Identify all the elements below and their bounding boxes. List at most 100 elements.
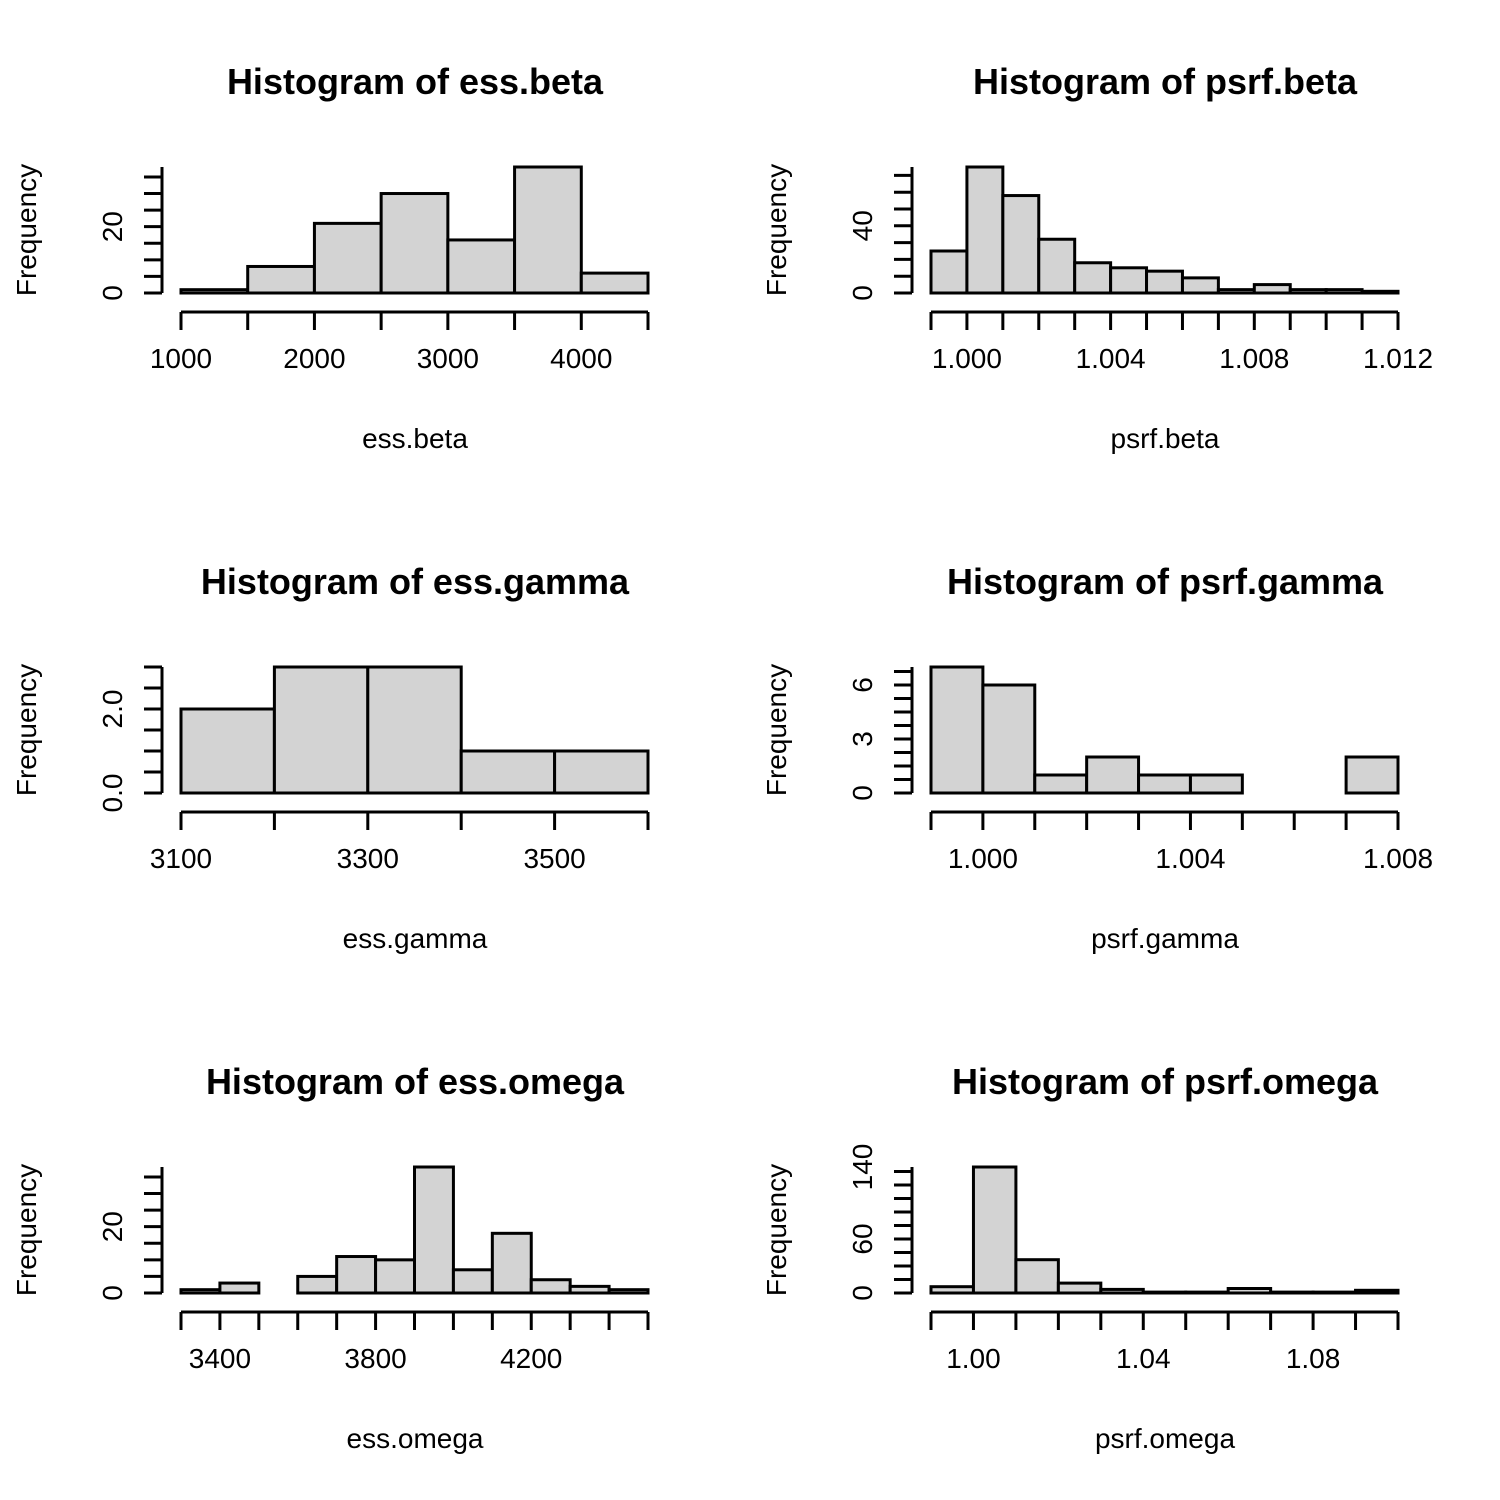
- y-tick-label: 0: [97, 1285, 128, 1301]
- histogram-bar: [1269, 1290, 1315, 1295]
- y-tick-label: 60: [847, 1223, 878, 1254]
- y-tick-label: 0: [847, 785, 878, 801]
- x-tick-label: 2000: [283, 343, 345, 374]
- histogram-bar: [568, 1284, 611, 1295]
- histogram-bar: [366, 665, 463, 795]
- histogram-panel-4: Histogram of psrf.gamma 1.000 1.004 1.008 0 3…: [761, 561, 1433, 954]
- histogram-bar: [971, 1165, 1018, 1295]
- x-axis: 3400 3800 4200: [179, 1310, 650, 1374]
- histogram-bar: [296, 1274, 339, 1295]
- histogram-bar: [1056, 1281, 1103, 1295]
- y-tick-label: 40: [847, 210, 878, 241]
- histogram-bar: [1311, 1290, 1358, 1295]
- histogram-bar: [1073, 261, 1113, 295]
- x-tick-label: 3100: [150, 843, 212, 874]
- y-axis-label: Frequency: [11, 664, 42, 796]
- histogram-bar: [459, 749, 557, 795]
- histogram-bar: [246, 264, 316, 295]
- y-axis: 0 40: [847, 167, 914, 301]
- y-tick-label: 20: [97, 211, 128, 242]
- x-axis: 1000 2000 3000 4000: [150, 310, 650, 374]
- y-tick-label: 140: [847, 1144, 878, 1191]
- y-tick-label: 6: [847, 677, 878, 693]
- y-tick-label: 0: [847, 285, 878, 301]
- histogram-bar: [451, 1268, 494, 1295]
- y-tick-label: 0.0: [97, 774, 128, 813]
- x-tick-label: 3400: [189, 1343, 251, 1374]
- y-axis-label: Frequency: [761, 664, 792, 796]
- x-axis-label: ess.beta: [362, 423, 468, 454]
- histogram-bar: [1085, 755, 1141, 795]
- histogram-bar: [553, 749, 650, 795]
- histogram-bar: [374, 1258, 417, 1295]
- x-tick-label: 1.000: [948, 843, 1018, 874]
- y-tick-label: 0: [97, 285, 128, 301]
- histogram-bar: [1184, 1290, 1230, 1295]
- chart-title: Histogram of ess.gamma: [201, 561, 630, 602]
- histogram-bar: [218, 1281, 261, 1295]
- histogram-panel-5: Histogram of ess.omega 3400 3800 4200 0 20 ess…: [11, 1061, 650, 1454]
- histogram-bar: [513, 165, 583, 295]
- chart-title: Histogram of psrf.gamma: [947, 561, 1384, 602]
- histogram-bar: [1354, 1288, 1400, 1295]
- y-tick-label: 0: [847, 1285, 878, 1301]
- histogram-bar: [1180, 276, 1220, 295]
- x-axis-label: ess.omega: [347, 1423, 484, 1454]
- histogram-bar: [1145, 269, 1184, 295]
- histogram-bar: [379, 192, 450, 295]
- histogram-bar: [981, 683, 1037, 795]
- histogram-bar: [607, 1288, 650, 1295]
- histogram-bar: [1109, 266, 1149, 295]
- histogram-bar: [1001, 194, 1041, 295]
- chart-title: Histogram of ess.omega: [206, 1061, 625, 1102]
- x-axis: 1.000 1.004 1.008: [929, 810, 1433, 874]
- chart-title: Histogram of psrf.beta: [973, 61, 1358, 102]
- histogram-bar: [1141, 1290, 1188, 1295]
- histogram-bar: [1252, 283, 1292, 295]
- x-tick-label: 1.008: [1363, 843, 1433, 874]
- histogram-bar: [1324, 288, 1364, 295]
- x-axis-label: psrf.beta: [1111, 423, 1220, 454]
- x-axis: 1.000 1.004 1.008 1.012: [929, 310, 1433, 374]
- histogram-bar: [1226, 1287, 1273, 1295]
- y-axis-label: Frequency: [761, 1164, 792, 1296]
- histogram-bar: [272, 665, 370, 795]
- x-axis-label: psrf.omega: [1095, 1423, 1235, 1454]
- histogram-bar: [1137, 773, 1192, 795]
- histogram-bar: [179, 1288, 222, 1295]
- histogram-bar: [579, 271, 650, 295]
- x-tick-label: 1.008: [1219, 343, 1289, 374]
- x-tick-label: 4200: [500, 1343, 562, 1374]
- histogram-bar: [1014, 1258, 1060, 1295]
- x-tick-label: 1.04: [1116, 1343, 1171, 1374]
- histogram-bar: [179, 288, 250, 295]
- y-axis: 0.0 2.0: [97, 665, 164, 813]
- x-tick-label: 1.08: [1286, 1343, 1341, 1374]
- y-tick-label: 3: [847, 731, 878, 747]
- x-tick-label: 1.012: [1363, 343, 1433, 374]
- y-axis: 0 60 140: [847, 1144, 914, 1301]
- x-tick-label: 1.004: [1076, 343, 1146, 374]
- histogram-bar: [1288, 288, 1328, 295]
- histogram-bar: [1037, 237, 1077, 295]
- y-axis-label: Frequency: [11, 1164, 42, 1296]
- y-axis-label: Frequency: [11, 164, 42, 296]
- x-axis: 1.00 1.04 1.08: [929, 1310, 1400, 1374]
- y-axis: 0 3 6: [847, 667, 914, 801]
- histogram-bar: [929, 249, 969, 295]
- histogram-bar: [1033, 773, 1089, 795]
- x-axis: 3100 3300 3500: [150, 810, 650, 874]
- chart-title: Histogram of psrf.omega: [952, 1061, 1379, 1102]
- x-tick-label: 1.004: [1155, 843, 1225, 874]
- histogram-bar: [929, 665, 985, 795]
- x-tick-label: 1.000: [932, 343, 1002, 374]
- histogram-panel-6: Histogram of psrf.omega 1.00 1.04 1.08 0 60 14…: [761, 1061, 1400, 1454]
- histogram-bar: [312, 221, 383, 295]
- x-tick-label: 3300: [337, 843, 399, 874]
- y-axis-label: Frequency: [761, 164, 792, 296]
- y-tick-label: 2.0: [97, 690, 128, 729]
- histogram-bar: [335, 1255, 378, 1295]
- histogram-bar: [413, 1165, 455, 1295]
